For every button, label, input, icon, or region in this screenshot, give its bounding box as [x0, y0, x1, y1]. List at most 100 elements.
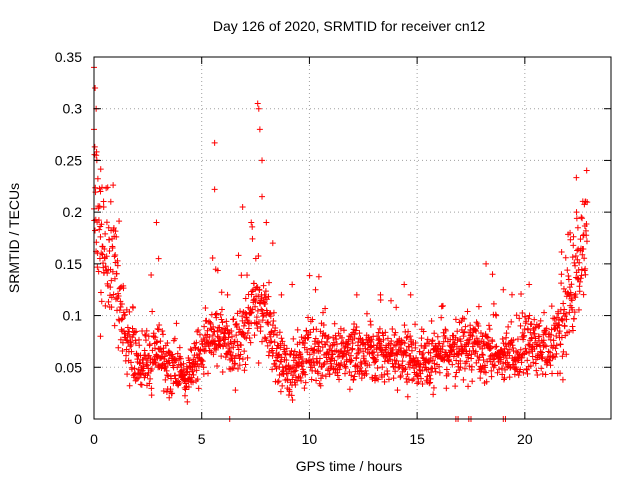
data-point	[519, 329, 526, 336]
data-point	[488, 367, 495, 374]
data-point	[362, 345, 369, 352]
data-point	[418, 335, 425, 342]
data-point	[95, 268, 102, 275]
data-point	[570, 327, 576, 334]
data-point	[498, 356, 505, 363]
data-point	[416, 348, 423, 355]
data-point	[342, 364, 349, 371]
data-point	[524, 357, 531, 364]
data-point	[230, 344, 237, 351]
data-point	[226, 345, 233, 352]
data-point	[508, 291, 515, 298]
data-point	[254, 100, 261, 107]
data-point	[244, 272, 251, 279]
data-point	[503, 334, 510, 341]
data-point	[437, 352, 444, 359]
data-point	[349, 345, 356, 352]
data-point	[363, 310, 370, 317]
data-point	[230, 316, 237, 323]
data-point	[346, 369, 353, 376]
data-point	[500, 286, 507, 293]
data-point	[97, 233, 104, 240]
data-point	[472, 348, 479, 355]
data-point	[98, 221, 105, 228]
data-point	[439, 302, 446, 309]
data-point	[480, 356, 487, 363]
data-point	[317, 347, 324, 354]
data-point	[506, 352, 513, 359]
data-point	[520, 369, 527, 376]
data-point	[92, 227, 99, 234]
data-point	[265, 320, 272, 327]
data-point	[316, 355, 323, 362]
data-point	[245, 325, 252, 332]
data-point	[543, 325, 550, 332]
data-point	[237, 351, 244, 358]
data-point	[211, 328, 218, 335]
data-point	[214, 327, 221, 334]
data-point	[317, 382, 324, 389]
data-point	[426, 380, 433, 387]
data-point	[91, 143, 98, 150]
data-point	[555, 322, 562, 329]
data-point	[347, 352, 354, 359]
data-point	[232, 360, 239, 367]
data-point	[344, 340, 351, 347]
data-point	[548, 326, 555, 333]
data-point	[201, 323, 208, 330]
data-point	[570, 242, 577, 249]
data-point	[211, 340, 218, 347]
data-point	[128, 341, 135, 348]
data-point	[520, 336, 527, 343]
data-point	[203, 317, 210, 324]
data-point	[195, 385, 202, 392]
data-point	[348, 346, 355, 353]
data-point	[381, 371, 388, 378]
data-point	[160, 331, 167, 338]
data-point	[538, 365, 545, 372]
data-point	[576, 259, 583, 266]
data-point	[122, 311, 129, 318]
data-point	[312, 335, 319, 342]
data-point	[428, 318, 435, 325]
data-point	[297, 350, 304, 357]
data-point	[388, 338, 395, 345]
data-point	[538, 349, 545, 356]
data-point	[171, 335, 178, 342]
data-point	[472, 327, 479, 334]
data-point	[239, 203, 246, 210]
data-point	[374, 352, 381, 359]
data-point	[414, 357, 421, 364]
data-point	[261, 334, 268, 341]
x-tick-label: 0	[90, 431, 98, 447]
data-point	[218, 306, 225, 313]
data-point	[468, 351, 475, 358]
data-point	[166, 394, 173, 401]
data-point	[582, 198, 589, 205]
data-point	[528, 321, 535, 328]
data-point	[212, 311, 219, 318]
data-point	[96, 203, 103, 210]
data-point	[368, 336, 375, 343]
data-point	[574, 224, 581, 231]
data-point	[326, 371, 333, 378]
data-point	[565, 273, 572, 280]
data-point	[174, 350, 181, 357]
data-point	[384, 357, 391, 364]
data-point	[373, 356, 380, 363]
data-point	[287, 351, 294, 358]
data-point	[577, 275, 584, 282]
data-point	[138, 381, 145, 388]
data-point	[141, 331, 148, 338]
data-point	[392, 329, 399, 336]
data-point	[290, 335, 297, 342]
data-point	[112, 296, 119, 303]
data-point	[313, 326, 320, 333]
data-point	[469, 343, 476, 350]
data-point	[323, 339, 330, 346]
data-point	[133, 376, 140, 383]
data-point	[357, 365, 364, 372]
data-point	[482, 369, 489, 376]
data-point	[506, 374, 513, 381]
data-point	[173, 320, 180, 327]
